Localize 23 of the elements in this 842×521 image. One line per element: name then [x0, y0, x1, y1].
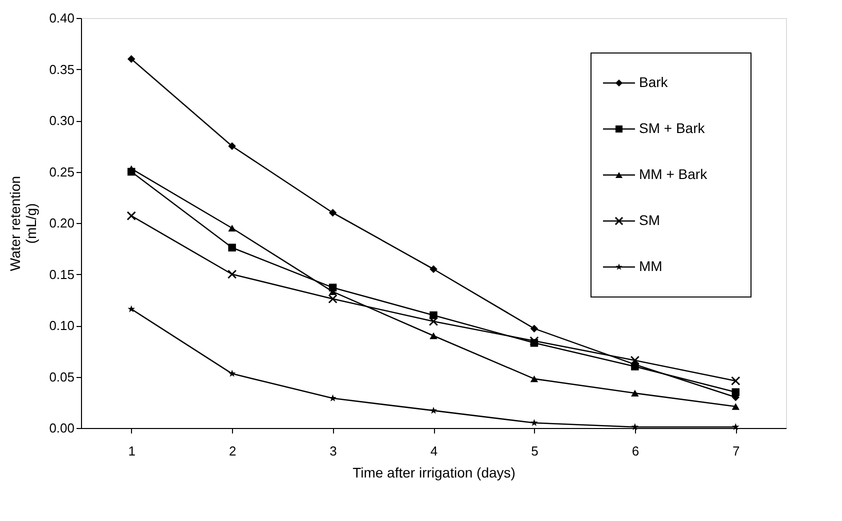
y-axis-title: Water retention (mL/g) — [7, 176, 40, 272]
legend-label: SM — [639, 212, 660, 228]
y-tick-label: 0.15 — [49, 266, 74, 282]
x-tick-label: 3 — [330, 444, 337, 458]
x-tick-label: 2 — [228, 444, 236, 458]
x-tick-label: 5 — [531, 444, 538, 458]
x-axis-title: Time after irrigation (days) — [352, 464, 516, 480]
y-tick-label: 0.35 — [49, 62, 74, 77]
x-tick-label: 7 — [732, 444, 740, 458]
y-tick-label: 0.25 — [49, 164, 74, 180]
y-tick-label: 0.40 — [49, 10, 74, 26]
legend-label: MM — [639, 258, 662, 274]
x-tick-label: 4 — [430, 444, 438, 458]
x-tick-label: 6 — [632, 444, 640, 458]
y-tick-label: 0.10 — [49, 318, 74, 333]
y-tick-label: 0.00 — [49, 420, 74, 436]
legend-label: SM + Bark — [639, 120, 706, 136]
x-tick-label: 1 — [128, 444, 136, 458]
legend-label: Bark — [639, 74, 669, 90]
y-tick-label: 0.05 — [49, 369, 74, 384]
legend-label: MM + Bark — [639, 166, 708, 182]
y-tick-label: 0.30 — [49, 113, 74, 128]
y-tick-label: 0.20 — [49, 216, 74, 230]
